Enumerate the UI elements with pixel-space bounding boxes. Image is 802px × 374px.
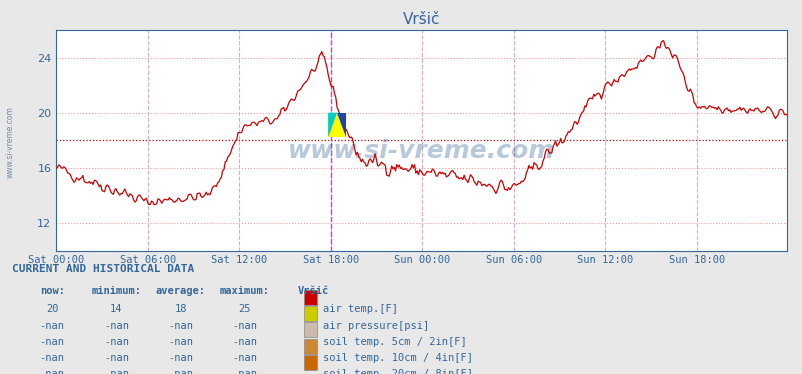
Bar bbox=[303, 355, 317, 370]
Text: soil temp. 10cm / 4in[F]: soil temp. 10cm / 4in[F] bbox=[322, 353, 472, 363]
Text: -nan: -nan bbox=[232, 370, 257, 374]
Bar bbox=[303, 338, 317, 354]
Text: -nan: -nan bbox=[39, 370, 65, 374]
Text: 18: 18 bbox=[174, 304, 187, 315]
Bar bbox=[328, 113, 346, 138]
Text: -nan: -nan bbox=[39, 337, 65, 347]
Text: -nan: -nan bbox=[232, 321, 257, 331]
Text: average:: average: bbox=[156, 286, 205, 296]
Text: now:: now: bbox=[39, 286, 65, 296]
Text: -nan: -nan bbox=[168, 370, 193, 374]
Text: 25: 25 bbox=[238, 304, 251, 315]
Text: air pressure[psi]: air pressure[psi] bbox=[322, 321, 428, 331]
Text: -nan: -nan bbox=[232, 337, 257, 347]
Text: www.si-vreme.com: www.si-vreme.com bbox=[288, 139, 554, 163]
Text: -nan: -nan bbox=[39, 321, 65, 331]
Bar bbox=[303, 306, 317, 321]
Polygon shape bbox=[328, 113, 337, 138]
Text: -nan: -nan bbox=[168, 321, 193, 331]
Text: air temp.[F]: air temp.[F] bbox=[322, 304, 397, 315]
Text: 14: 14 bbox=[110, 304, 123, 315]
Text: -nan: -nan bbox=[103, 370, 129, 374]
Title: Vršič: Vršič bbox=[403, 12, 439, 27]
Text: maximum:: maximum: bbox=[220, 286, 269, 296]
Text: -nan: -nan bbox=[168, 337, 193, 347]
Text: soil temp. 20cm / 8in[F]: soil temp. 20cm / 8in[F] bbox=[322, 370, 472, 374]
Polygon shape bbox=[337, 113, 346, 138]
Text: Vršič: Vršič bbox=[298, 286, 328, 296]
Text: -nan: -nan bbox=[39, 353, 65, 363]
Text: -nan: -nan bbox=[232, 353, 257, 363]
Text: 20: 20 bbox=[46, 304, 59, 315]
Text: minimum:: minimum: bbox=[91, 286, 141, 296]
Bar bbox=[303, 290, 317, 305]
Text: soil temp. 5cm / 2in[F]: soil temp. 5cm / 2in[F] bbox=[322, 337, 466, 347]
Text: -nan: -nan bbox=[103, 321, 129, 331]
Text: www.si-vreme.com: www.si-vreme.com bbox=[6, 106, 15, 178]
Text: -nan: -nan bbox=[103, 337, 129, 347]
Text: -nan: -nan bbox=[168, 353, 193, 363]
Text: CURRENT AND HISTORICAL DATA: CURRENT AND HISTORICAL DATA bbox=[12, 264, 194, 274]
Text: -nan: -nan bbox=[103, 353, 129, 363]
Bar bbox=[303, 322, 317, 337]
